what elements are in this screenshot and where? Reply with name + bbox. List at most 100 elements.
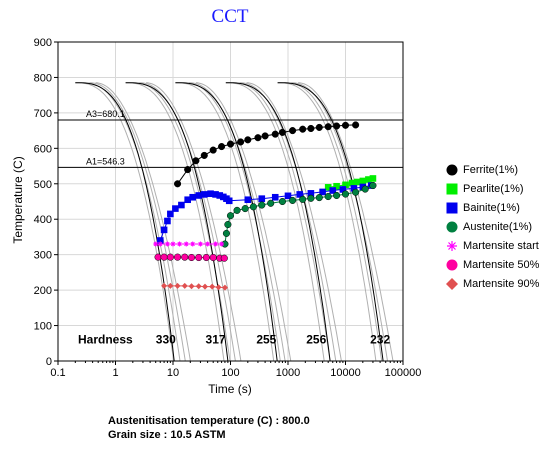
chart-title: CCT bbox=[211, 6, 249, 27]
legend: Ferrite(1%) Pearlite(1%) Bainite(1%) Austen… bbox=[446, 162, 539, 295]
data-point bbox=[189, 193, 196, 201]
data-point bbox=[205, 241, 211, 247]
data-point bbox=[218, 143, 226, 151]
data-point bbox=[353, 178, 361, 186]
data-point bbox=[170, 241, 176, 247]
data-point bbox=[167, 210, 174, 218]
data-point bbox=[164, 241, 170, 247]
cct-chart: A3=680.1 A1=546.3 Hardness 330 317 255 256 232… bbox=[11, 37, 422, 396]
legend-item: Martensite 50% bbox=[446, 257, 539, 276]
data-point bbox=[216, 192, 224, 199]
data-point bbox=[329, 187, 337, 194]
data-point bbox=[209, 253, 217, 262]
critical-temperature-lines: A3=680.1 A1=546.3 bbox=[58, 109, 403, 168]
data-point bbox=[192, 157, 200, 165]
cooling-curve bbox=[146, 82, 242, 361]
x-tick-label: 100000 bbox=[385, 367, 422, 379]
series-line bbox=[164, 285, 225, 289]
cooling-curve bbox=[246, 82, 342, 361]
cooling-curve bbox=[291, 82, 388, 361]
data-point bbox=[324, 123, 332, 131]
data-point bbox=[153, 241, 159, 247]
data-point bbox=[220, 254, 228, 262]
data-point bbox=[160, 253, 168, 261]
data-point bbox=[333, 182, 340, 190]
data-point bbox=[271, 193, 279, 201]
data-point bbox=[341, 190, 350, 198]
data-point bbox=[195, 283, 202, 290]
data-point bbox=[174, 253, 182, 261]
data-point bbox=[361, 185, 369, 193]
data-point bbox=[271, 130, 279, 138]
data-point bbox=[324, 192, 332, 201]
data-point bbox=[154, 253, 162, 261]
data-point bbox=[178, 201, 185, 209]
series-martensite-50- bbox=[154, 253, 228, 262]
legend-label: Austenite(1%) bbox=[463, 221, 533, 233]
y-tick-label: 600 bbox=[34, 143, 52, 155]
series-pearlite-1- bbox=[324, 175, 377, 191]
data-point bbox=[237, 138, 245, 146]
data-point bbox=[348, 179, 356, 187]
data-point bbox=[307, 124, 315, 133]
data-point bbox=[222, 229, 230, 237]
cooling-curve bbox=[95, 82, 191, 361]
data-point bbox=[200, 191, 208, 198]
data-point bbox=[197, 241, 203, 247]
data-point bbox=[261, 132, 269, 140]
data-point bbox=[156, 237, 164, 244]
data-point bbox=[209, 146, 217, 154]
data-point bbox=[225, 197, 233, 205]
data-point bbox=[174, 282, 181, 289]
series-layer bbox=[153, 121, 377, 291]
data-point bbox=[157, 241, 163, 247]
cooling-curve bbox=[298, 82, 394, 361]
data-point bbox=[233, 206, 241, 214]
grain-size: Grain size : 10.5 ASTM bbox=[108, 429, 226, 441]
x-tick-label: 10 bbox=[167, 367, 179, 379]
data-point bbox=[195, 253, 203, 262]
legend-item: Martensite start bbox=[446, 238, 539, 257]
legend-item: Bainite(1%) bbox=[446, 200, 539, 219]
data-point bbox=[184, 166, 192, 174]
data-point bbox=[226, 140, 235, 148]
legend-marker bbox=[446, 278, 458, 290]
legend-marker bbox=[446, 221, 458, 233]
legend-item: Austenite(1%) bbox=[446, 219, 539, 238]
legend-marker bbox=[446, 183, 458, 195]
data-point bbox=[209, 283, 216, 290]
data-point bbox=[341, 121, 350, 129]
series-martensite-90- bbox=[161, 282, 228, 291]
y-tick-label: 200 bbox=[34, 285, 52, 297]
data-point bbox=[369, 175, 377, 182]
legend-item: Martensite 90% bbox=[446, 276, 539, 295]
data-point bbox=[195, 192, 203, 199]
data-point bbox=[350, 185, 358, 192]
data-point bbox=[241, 205, 249, 213]
data-point bbox=[213, 241, 219, 247]
data-point bbox=[172, 205, 179, 212]
y-tick-label: 300 bbox=[34, 250, 52, 262]
legend-label: Martensite 50% bbox=[463, 259, 540, 271]
data-point bbox=[333, 122, 341, 130]
data-point bbox=[369, 182, 377, 190]
critical-line-label: A1=546.3 bbox=[86, 156, 125, 166]
cooling-curve bbox=[284, 82, 383, 361]
cooling-curve bbox=[89, 82, 186, 361]
data-point bbox=[207, 190, 214, 198]
data-point bbox=[226, 212, 235, 220]
data-point bbox=[161, 282, 168, 289]
legend-item: Pearlite(1%) bbox=[446, 181, 539, 200]
data-point bbox=[267, 199, 275, 207]
data-point bbox=[224, 220, 232, 229]
x-tick-label: 1000 bbox=[276, 367, 300, 379]
x-tick-label: 100 bbox=[221, 367, 239, 379]
data-point bbox=[339, 186, 347, 193]
data-point bbox=[184, 196, 191, 204]
x-axis-label: Time (s) bbox=[208, 382, 252, 396]
legend-label: Pearlite(1%) bbox=[463, 183, 524, 195]
data-point bbox=[352, 121, 360, 129]
data-point bbox=[160, 226, 168, 234]
data-point bbox=[174, 180, 182, 188]
series-ferrite-1- bbox=[174, 121, 360, 188]
